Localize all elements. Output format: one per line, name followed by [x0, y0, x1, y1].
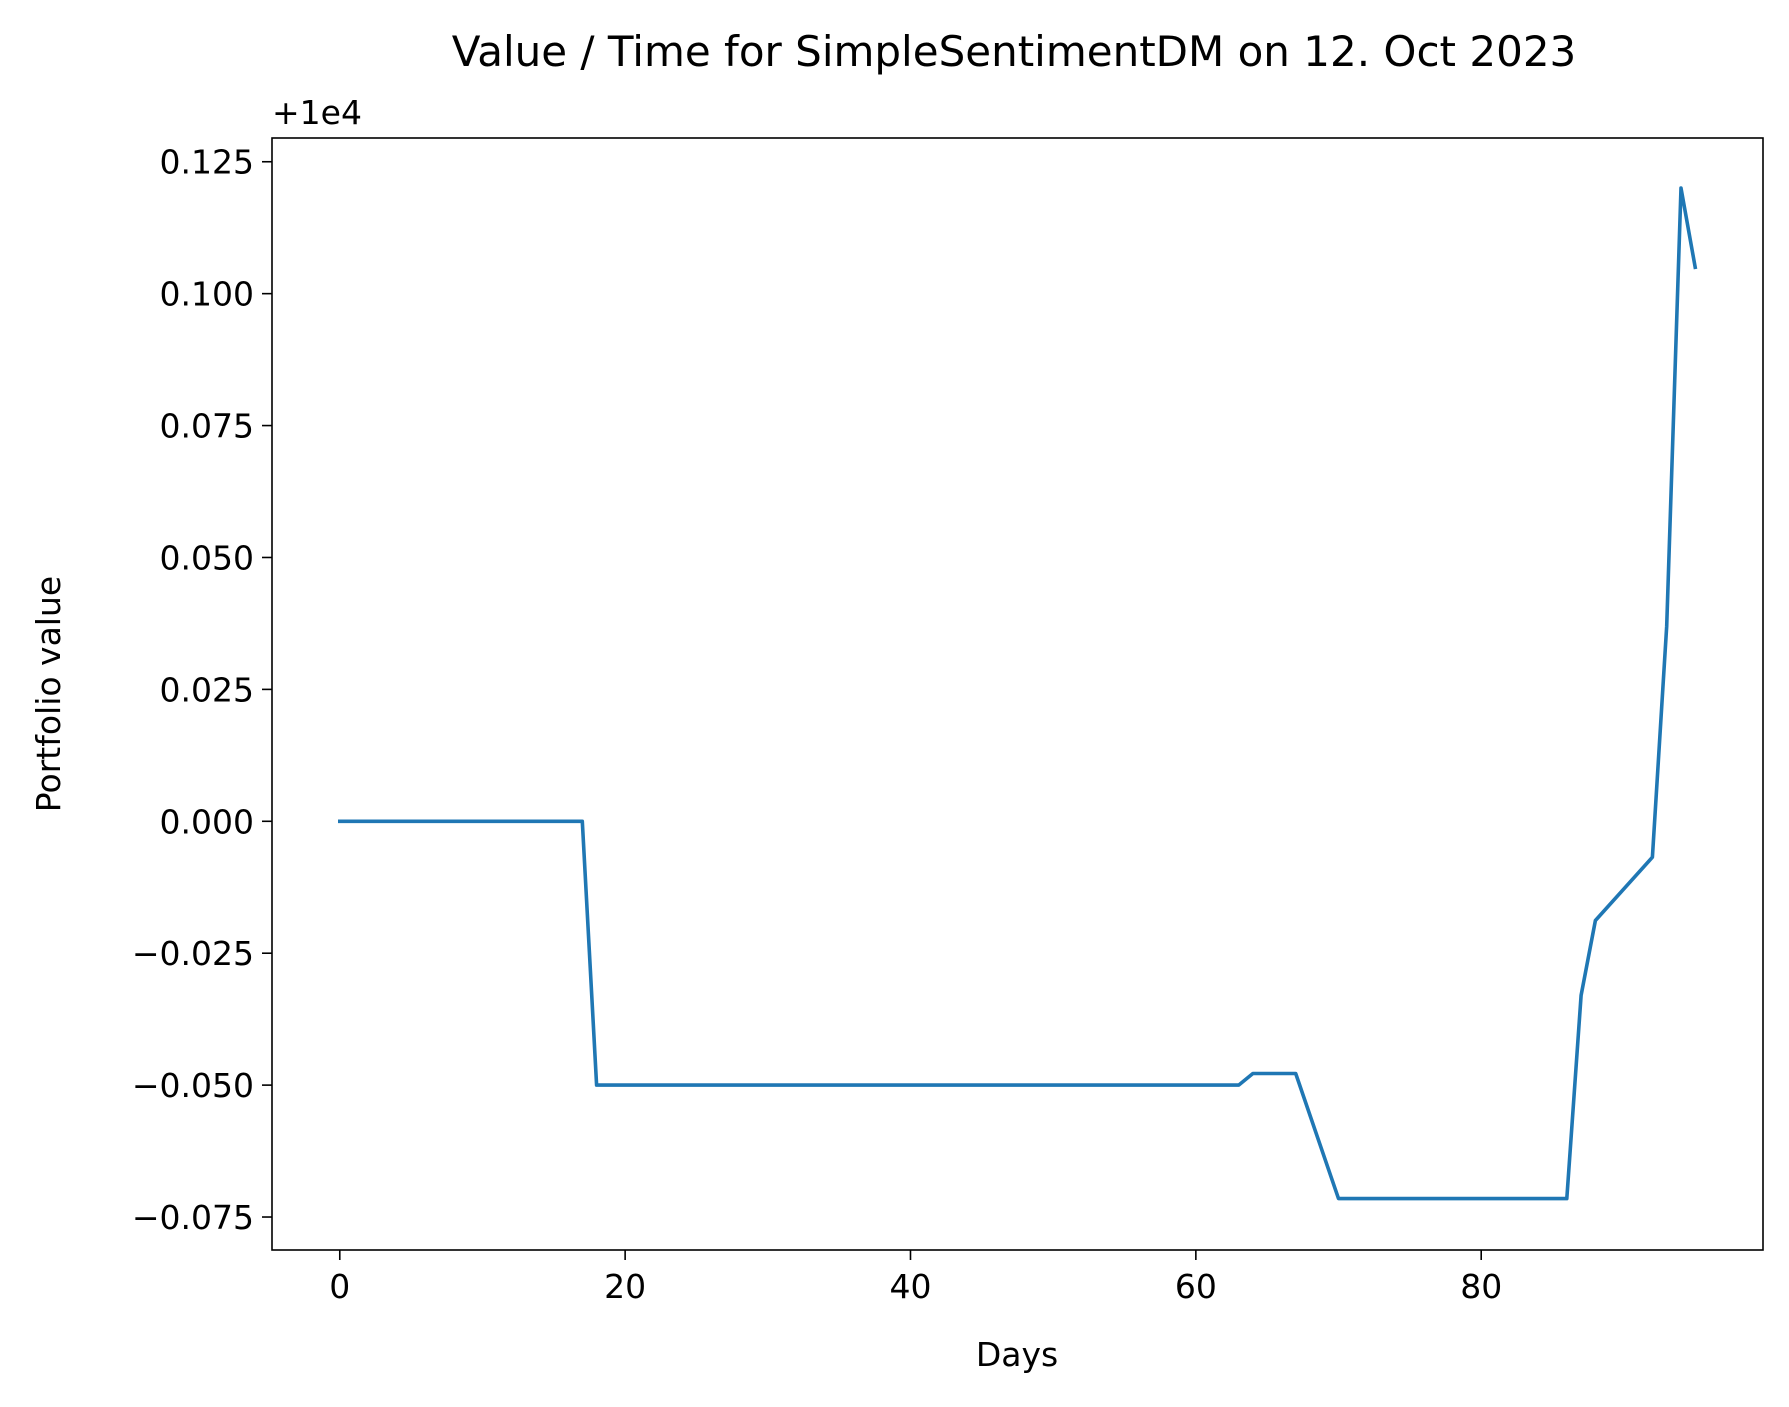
- y-tick-label: 0.075: [160, 407, 254, 446]
- x-tick-label: 40: [889, 1267, 931, 1306]
- chart-title: Value / Time for SimpleSentimentDM on 12…: [452, 27, 1577, 76]
- y-tick-label: −0.075: [132, 1198, 254, 1237]
- plot-area: 0 20 40 60 80 −0.075 −0.050 −0.025 0.000 0.025 0.…: [132, 137, 1764, 1306]
- y-tick-label: 0.100: [160, 275, 254, 314]
- y-tick-label: −0.050: [132, 1066, 254, 1105]
- y-offset-label: +1e4: [272, 93, 362, 132]
- y-tick-label: −0.025: [132, 934, 254, 973]
- x-tick-label: 80: [1460, 1267, 1502, 1306]
- x-tick-label: 0: [329, 1267, 350, 1306]
- x-axis: 0 20 40 60 80: [329, 1250, 1502, 1306]
- series-layer: [337, 186, 1698, 1201]
- y-axis-label: Portfolio value: [29, 576, 68, 812]
- x-tick-label: 60: [1175, 1267, 1217, 1306]
- x-axis-label: Days: [976, 1335, 1058, 1374]
- y-tick-label: 0.050: [160, 538, 254, 577]
- x-tick-label: 20: [604, 1267, 646, 1306]
- y-tick-label: 0.025: [160, 670, 254, 709]
- y-tick-label: 0.125: [160, 143, 254, 182]
- y-axis: −0.075 −0.050 −0.025 0.000 0.025 0.050 0.075 0.…: [132, 143, 272, 1237]
- series-line-0: [337, 186, 1698, 1201]
- y-tick-label: 0.000: [160, 802, 254, 841]
- axes-frame: [271, 137, 1764, 1251]
